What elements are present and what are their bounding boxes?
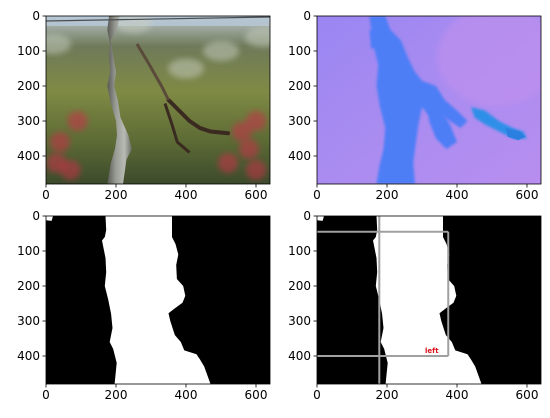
- y-tick-label: 100: [288, 44, 311, 58]
- x-tick-label: 400: [446, 388, 469, 402]
- mask-hole: [172, 366, 186, 381]
- y-tick-label: 400: [288, 349, 311, 363]
- photo-light-blur: [46, 34, 71, 54]
- photo-flower-blur: [232, 121, 252, 142]
- overlay-mask-region: [317, 216, 388, 384]
- photo-light-blur: [203, 41, 239, 61]
- mask-region: [200, 293, 270, 384]
- overlay-layer: left right: [317, 216, 550, 384]
- x-tick-label: 200: [376, 188, 399, 202]
- photo-flower-blur: [246, 160, 266, 180]
- mask-panel: [46, 216, 270, 384]
- x-tick-label: 0: [313, 188, 321, 202]
- axes-frame: [45, 15, 271, 185]
- y-tick-label: 300: [288, 314, 311, 328]
- photo-wire: [46, 16, 270, 22]
- y-tick-label: 200: [288, 79, 311, 93]
- x-tick-label: 600: [245, 388, 268, 402]
- y-tick-label: 0: [32, 209, 40, 223]
- y-tick-label: 100: [17, 44, 40, 58]
- mask-hole: [46, 216, 53, 221]
- x-tick-label: 600: [516, 388, 539, 402]
- y-tick-label: 400: [288, 149, 311, 163]
- overlay-mask-hole: [387, 223, 398, 237]
- x-tick-label: 0: [42, 388, 50, 402]
- y-tick-label: 300: [17, 114, 40, 128]
- mask-hole: [116, 223, 127, 237]
- flow-branch-tip: [506, 128, 526, 141]
- overlay-mask-region: [471, 293, 541, 384]
- mask-overlay-panel: [317, 216, 541, 384]
- photo-flower-blur: [50, 132, 70, 152]
- axes-layer: 0 200 400 600 0 100 200 300 400 0 200 400 600 0 100 200…: [17, 9, 542, 402]
- photo-trunk: [107, 16, 132, 184]
- flow-silhouette: [429, 100, 457, 149]
- flow-map-panel: [317, 16, 541, 184]
- photo-flower-blur: [246, 111, 266, 131]
- flow-silhouette: [369, 16, 468, 184]
- y-tick-label: 300: [288, 114, 311, 128]
- y-tick-label: 400: [17, 149, 40, 163]
- photo-branch: [135, 43, 170, 101]
- x-tick-label: 400: [175, 388, 198, 402]
- x-tick-label: 200: [105, 188, 128, 202]
- x-tick-label: 400: [175, 188, 198, 202]
- photo-light-blur: [115, 16, 152, 33]
- y-tick-label: 200: [17, 279, 40, 293]
- x-tick-label: 0: [313, 388, 321, 402]
- flow-silhouette: [369, 30, 382, 50]
- photo-sky: [46, 16, 270, 26]
- axes-frame: [45, 215, 271, 385]
- y-tick-label: 0: [303, 209, 311, 223]
- photo-flower-blur: [218, 153, 238, 173]
- y-tick-label: 100: [288, 244, 311, 258]
- photo-panel: [46, 16, 270, 184]
- x-tick-label: 200: [105, 388, 128, 402]
- axes-frame: [316, 15, 542, 185]
- y-tick-label: 0: [303, 9, 311, 23]
- photo-branch: [166, 98, 230, 136]
- y-tick-label: 200: [288, 279, 311, 293]
- x-tick-label: 200: [376, 388, 399, 402]
- photo-flower-blur: [239, 139, 259, 159]
- y-tick-label: 100: [17, 244, 40, 258]
- y-tick-label: 0: [32, 9, 40, 23]
- mask-region: [46, 216, 117, 384]
- overlay-marker-left: left: [425, 347, 439, 355]
- overlay-marker-right: right: [541, 288, 550, 296]
- y-tick-label: 300: [17, 314, 40, 328]
- photo-light-blur: [245, 27, 270, 47]
- photo-flower-blur: [67, 111, 88, 131]
- photo-branch: [163, 103, 191, 154]
- x-tick-label: 600: [516, 188, 539, 202]
- photo-light-blur: [168, 58, 204, 79]
- overlay-mask-hole: [317, 216, 324, 221]
- flow-background-glow: [437, 16, 541, 106]
- photo-flower-blur: [60, 160, 81, 180]
- x-tick-label: 400: [446, 188, 469, 202]
- x-tick-label: 600: [245, 188, 268, 202]
- axes-frame: [316, 215, 542, 385]
- x-tick-label: 0: [42, 188, 50, 202]
- y-tick-label: 400: [17, 349, 40, 363]
- y-tick-label: 200: [17, 79, 40, 93]
- overlay-mask-hole: [443, 366, 457, 381]
